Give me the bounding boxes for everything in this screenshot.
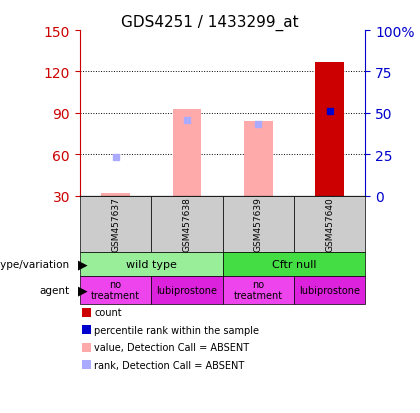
Text: rank, Detection Call = ABSENT: rank, Detection Call = ABSENT [94,360,245,370]
Text: GSM457637: GSM457637 [111,197,120,252]
Text: lubiprostone: lubiprostone [299,285,360,295]
Text: lubiprostone: lubiprostone [156,285,218,295]
Text: GSM457639: GSM457639 [254,197,263,252]
Text: GDS4251 / 1433299_at: GDS4251 / 1433299_at [121,14,299,31]
Text: no
treatment: no treatment [234,279,283,301]
Text: agent: agent [39,285,69,295]
Text: ▶: ▶ [78,257,87,271]
Text: ▶: ▶ [78,283,87,297]
Bar [101,193,130,196]
Bar [315,63,344,196]
Text: count: count [94,308,122,318]
Text: Cftr null: Cftr null [272,259,316,269]
Bar [244,122,273,196]
Text: genotype/variation: genotype/variation [0,259,69,269]
Text: wild type: wild type [126,259,177,269]
Text: percentile rank within the sample: percentile rank within the sample [94,325,260,335]
Text: GSM457638: GSM457638 [182,197,192,252]
Bar [173,109,201,196]
Text: value, Detection Call = ABSENT: value, Detection Call = ABSENT [94,342,249,352]
Text: GSM457640: GSM457640 [325,197,334,252]
Text: no
treatment: no treatment [91,279,140,301]
